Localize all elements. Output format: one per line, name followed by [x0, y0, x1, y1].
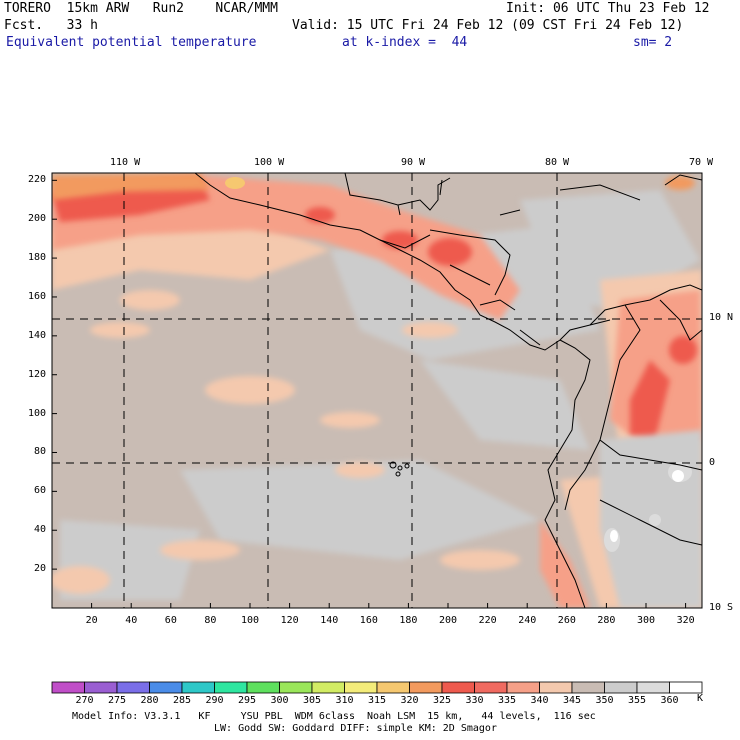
x-tick-label: 20: [85, 615, 98, 626]
colorbar-level-label: 320: [400, 695, 419, 706]
colorbar-level-label: 275: [108, 695, 127, 706]
header-valid-time: Valid: 15 UTC Fri 24 Feb 12 (09 CST Fri …: [292, 18, 684, 33]
x-tick-label: 280: [597, 615, 616, 626]
colorbar-level-label: 335: [498, 695, 517, 706]
y-tick-label: 60: [34, 485, 47, 497]
x-tick-label: 40: [125, 615, 138, 626]
x-tick-label: 220: [478, 615, 497, 626]
colorbar-swatch: [474, 681, 508, 694]
header-run-info: TORERO 15km ARW Run2 NCAR/MMM: [4, 1, 278, 16]
field-name: Equivalent potential temperature: [6, 35, 257, 50]
lon-label-70w: 70 W: [689, 157, 714, 168]
x-tick-label: 240: [518, 615, 537, 626]
model-info: Model Info: V3.3.1 KF YSU PBL WDM 6class…: [72, 711, 596, 722]
x-tick-label: 320: [676, 615, 695, 626]
colorbar-swatch: [441, 681, 475, 694]
colorbar-level-label: 325: [433, 695, 452, 706]
lon-label-110w: 110 W: [110, 157, 141, 168]
colorbar-swatch: [51, 681, 85, 694]
level-index: at k-index = 44: [342, 35, 468, 50]
lon-label-100w: 100 W: [254, 157, 285, 168]
colorbar-swatch: [246, 681, 280, 694]
colorbar-swatch: [311, 681, 345, 694]
y-tick-label: 120: [28, 368, 47, 380]
colorbar-swatch: [149, 681, 183, 694]
colorbar-level-label: 315: [368, 695, 387, 706]
model-physics: LW: Godd SW: Goddard DIFF: simple KM: 2D…: [214, 723, 497, 734]
x-tick-label: 140: [320, 615, 339, 626]
colorbar-level-label: 290: [205, 695, 224, 706]
colorbar-swatch: [506, 681, 540, 694]
axis-ticks: [52, 179, 687, 608]
x-tick-label: 120: [280, 615, 299, 626]
colorbar-swatch: [214, 681, 248, 694]
colorbar-swatch: [84, 681, 118, 694]
theta-e-field: [52, 173, 702, 608]
colorbar-level-label: 270: [75, 695, 94, 706]
colorbar-level-label: 280: [140, 695, 159, 706]
y-tick-label: 220: [28, 174, 47, 186]
colorbar-level-label: 340: [530, 695, 549, 706]
colorbar-swatch: [571, 681, 605, 694]
colorbar-swatch: [279, 681, 313, 694]
lat-label-10n: 10 N: [709, 312, 734, 323]
y-tick-label: 20: [34, 563, 47, 575]
header-init-time: Init: 06 UTC Thu 23 Feb 12: [506, 1, 710, 16]
colorbar-swatch: [116, 681, 150, 694]
colorbar-level-label: 355: [628, 695, 647, 706]
colorbar-swatch: [539, 681, 573, 694]
colorbar-level-label: 350: [595, 695, 614, 706]
galapagos-islands: [389, 461, 410, 477]
x-tick-label: 200: [439, 615, 458, 626]
colorbar-level-label: 345: [563, 695, 582, 706]
y-tick-label: 80: [34, 446, 47, 458]
x-tick-label: 180: [399, 615, 418, 626]
colorbar-swatch: [636, 681, 670, 694]
colorbar-swatch: [344, 681, 378, 694]
lat-label-0: 0: [709, 457, 716, 468]
lat-label-10s: 10 S: [709, 602, 734, 613]
y-tick-label: 40: [34, 524, 47, 536]
colorbar-level-label: 360: [660, 695, 679, 706]
y-tick-label: 180: [28, 252, 47, 264]
y-tick-label: 140: [28, 329, 47, 341]
map-frame: [51, 172, 703, 609]
colorbar-level-label: 305: [303, 695, 322, 706]
colorbar: [51, 681, 703, 694]
colorbar-swatch: [604, 681, 638, 694]
colorbar-swatch: [181, 681, 215, 694]
x-tick-label: 100: [241, 615, 260, 626]
x-tick-label: 60: [164, 615, 177, 626]
colorbar-swatch: [409, 681, 443, 694]
colorbar-level-label: 300: [270, 695, 289, 706]
colorbar-unit: K: [697, 693, 704, 704]
colorbar-level-label: 295: [238, 695, 257, 706]
colorbar-level-label: 285: [173, 695, 192, 706]
y-tick-label: 200: [28, 213, 47, 225]
y-tick-label: 160: [28, 290, 47, 302]
colorbar-swatch: [669, 681, 703, 694]
lon-label-80w: 80 W: [545, 157, 570, 168]
colorbar-level-label: 330: [465, 695, 484, 706]
x-tick-label: 300: [637, 615, 656, 626]
header-forecast-hour: Fcst. 33 h: [4, 18, 98, 33]
x-tick-label: 160: [359, 615, 378, 626]
smoothing-value: sm= 2: [633, 35, 673, 50]
x-tick-label: 80: [204, 615, 217, 626]
graticule: [52, 173, 702, 608]
colorbar-level-label: 310: [335, 695, 354, 706]
colorbar-swatch: [376, 681, 410, 694]
y-tick-label: 100: [28, 407, 47, 419]
lon-label-90w: 90 W: [401, 157, 426, 168]
x-tick-label: 260: [557, 615, 576, 626]
